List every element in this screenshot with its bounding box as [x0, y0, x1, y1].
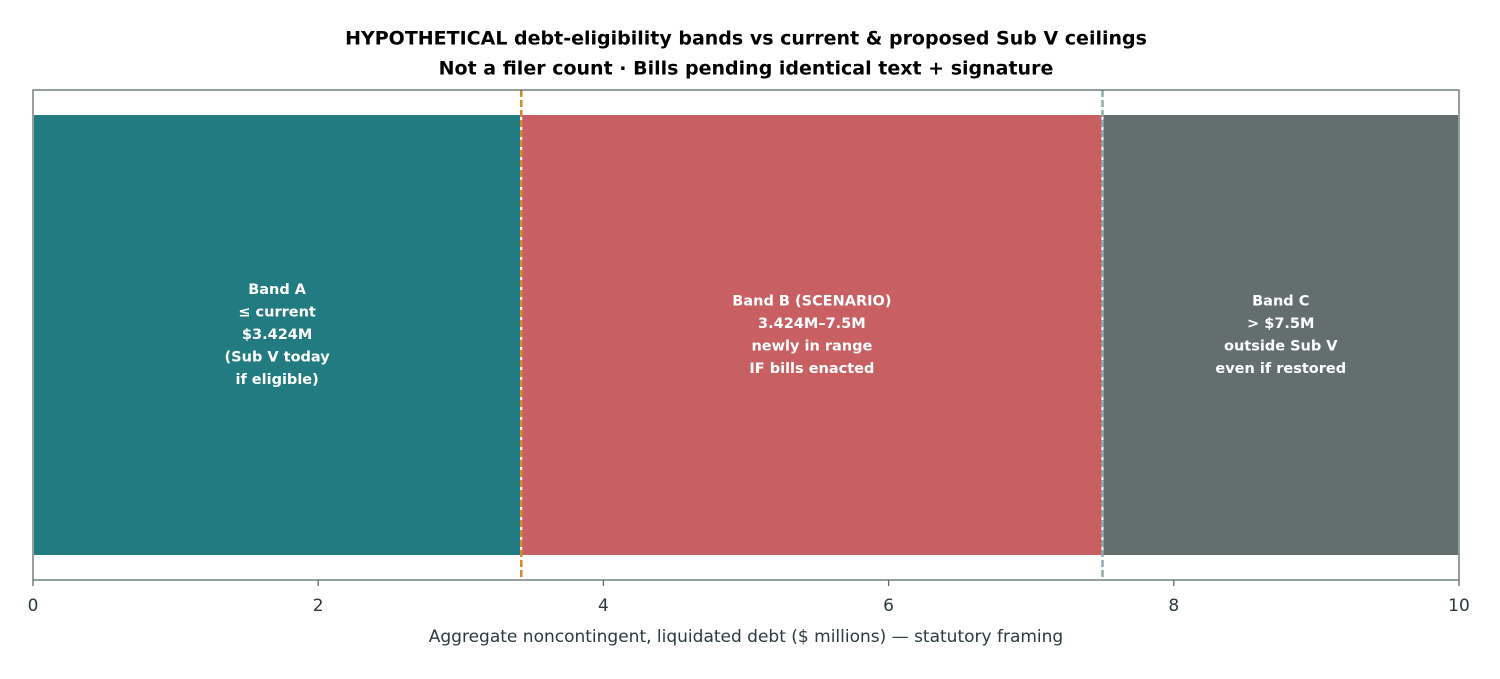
segment-label: > $7.5M: [1247, 316, 1314, 332]
x-tick-label: 10: [1448, 596, 1470, 616]
bar-segment: [520, 113, 1104, 557]
x-tick-label: 0: [28, 596, 39, 616]
bar-segment: [1101, 113, 1460, 557]
segment-label: ≤ current: [238, 305, 316, 321]
x-tick-label: 8: [1168, 596, 1179, 616]
plot-frame: [32, 89, 1460, 581]
segment-label: Band B (SCENARIO): [732, 293, 891, 309]
segment-label: outside Sub V: [1224, 338, 1338, 354]
segment-label: IF bills enacted: [749, 361, 874, 377]
x-tick-label: 2: [313, 596, 324, 616]
chart-title: HYPOTHETICAL debt-eligibility bands vs c…: [345, 28, 1147, 50]
chart-subtitle: Not a filer count · Bills pending identi…: [439, 58, 1054, 80]
x-tick-label: 4: [598, 596, 609, 616]
segment-label: $3.424M: [242, 327, 312, 343]
x-tick-label: 6: [883, 596, 894, 616]
segment-label: newly in range: [751, 338, 872, 354]
bar-segment: [32, 113, 523, 557]
segment-label: 3.424M–7.5M: [758, 316, 866, 332]
segment-label: Band A: [248, 282, 307, 298]
segment-label: Band C: [1252, 293, 1309, 309]
segment-label: even if restored: [1215, 361, 1346, 377]
segment-label: (Sub V today: [225, 350, 331, 366]
x-axis-label: Aggregate noncontingent, liquidated debt…: [429, 627, 1063, 647]
segment-label: if eligible): [235, 372, 318, 388]
